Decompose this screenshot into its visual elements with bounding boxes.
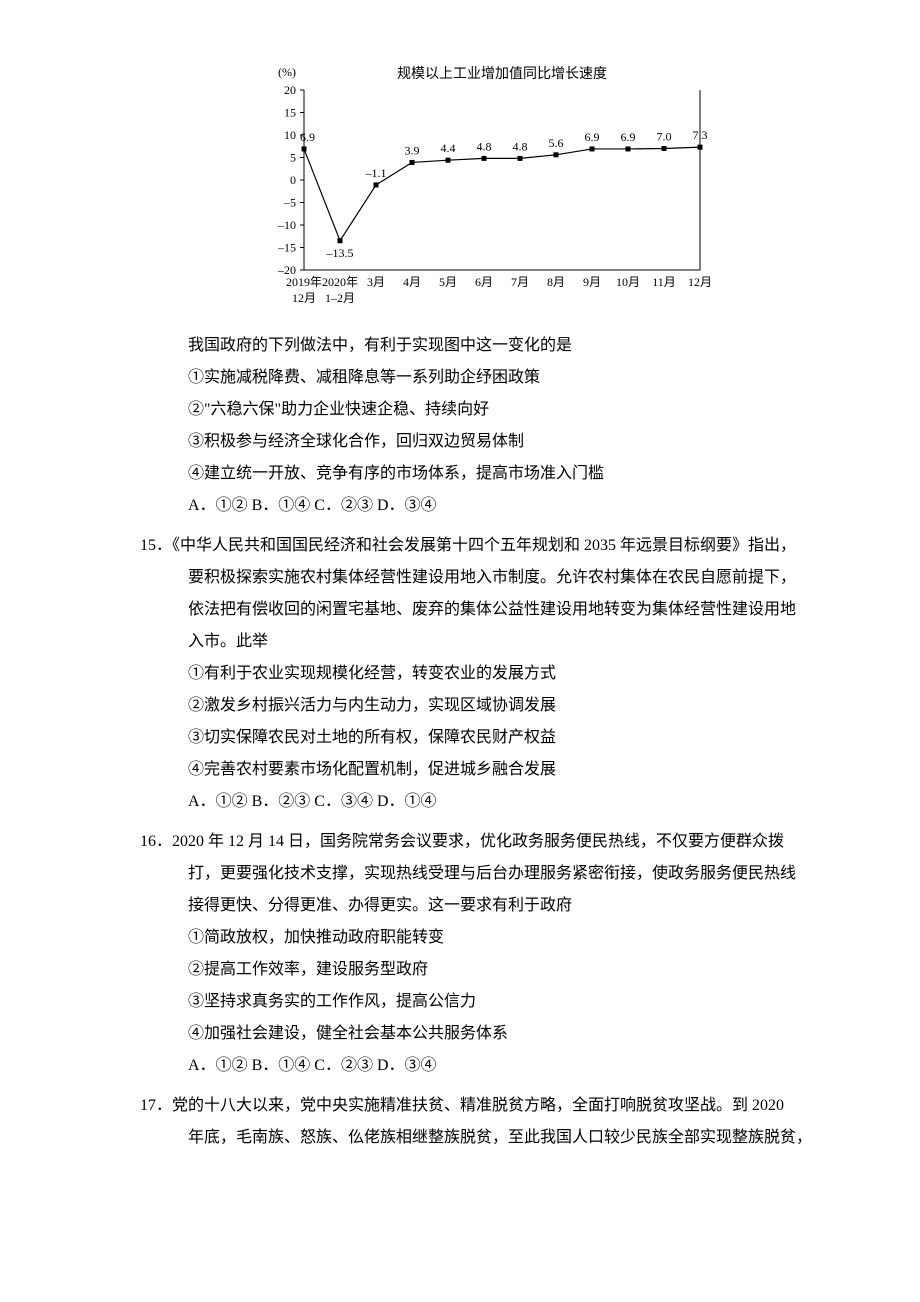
opt-c-label: C． — [314, 1057, 341, 1074]
q15-item-2: ②激发乡村振兴活力与内生动力，实现区域协调发展 — [188, 690, 820, 722]
svg-text:–1.1: –1.1 — [365, 166, 387, 180]
q15-opt-b: ②③ — [278, 793, 310, 810]
svg-text:9月: 9月 — [583, 275, 601, 289]
svg-text:(%): (%) — [278, 65, 296, 79]
q15-opt-c: ③④ — [341, 793, 373, 810]
q16-item-3: ③坚持求真务实的工作作风，提高公信力 — [188, 986, 820, 1018]
q15-num: 15． — [140, 537, 172, 554]
opt-b-label: B． — [252, 1057, 279, 1074]
q16-line1: 16．2020 年 12 月 14 日，国务院常务会议要求，优化政务服务便民热线… — [180, 826, 820, 858]
q14-opt-c: ②③ — [341, 497, 373, 514]
q14-item-2: ②"六稳六保"助力企业快速企稳、持续向好 — [188, 394, 820, 426]
svg-text:4月: 4月 — [403, 275, 421, 289]
svg-text:2020年: 2020年 — [322, 275, 358, 289]
question-15: 15．《中华人民共和国国民经济和社会发展第十四个五年规划和 2035 年远景目标… — [140, 530, 820, 818]
q14-item-3: ③积极参与经济全球化合作，回归双边贸易体制 — [188, 426, 820, 458]
svg-text:11月: 11月 — [652, 275, 676, 289]
q14-stem: 我国政府的下列做法中，有利于实现图中这一变化的是 — [188, 330, 820, 362]
q15-opt-d: ①④ — [405, 793, 437, 810]
q15-options: A．①② B．②③ C．③④ D．①④ — [188, 786, 820, 818]
svg-text:–5: –5 — [283, 196, 296, 210]
opt-c-label: C． — [314, 497, 341, 514]
q14-opt-d: ③④ — [405, 497, 437, 514]
q16-stem-1: 打，更要强化技术支撑，实现热线受理与后台办理服务紧密衔接，使政务服务便民热线 — [188, 858, 820, 890]
svg-text:2019年: 2019年 — [286, 275, 322, 289]
question-17: 17．党的十八大以来，党中央实施精准扶贫、精准脱贫方略，全面打响脱贫攻坚战。到 … — [140, 1090, 820, 1154]
opt-a-label: A． — [188, 1057, 216, 1074]
q16-opt-b: ①④ — [278, 1057, 310, 1074]
svg-text:–10: –10 — [277, 218, 296, 232]
chart-svg: (%)规模以上工业增加值同比增长速度20151050–5–10–15–206.9… — [250, 60, 710, 320]
q14-opt-a: ①② — [216, 497, 248, 514]
svg-text:5.6: 5.6 — [549, 136, 564, 150]
svg-text:4.8: 4.8 — [477, 139, 492, 153]
opt-d-label: D． — [377, 1057, 405, 1074]
svg-text:1–2月: 1–2月 — [325, 291, 355, 305]
svg-text:10月: 10月 — [616, 275, 640, 289]
q17-line1: 17．党的十八大以来，党中央实施精准扶贫、精准脱贫方略，全面打响脱贫攻坚战。到 … — [180, 1090, 820, 1122]
opt-b-label: B． — [252, 497, 279, 514]
svg-text:–15: –15 — [277, 241, 296, 255]
question-16: 16．2020 年 12 月 14 日，国务院常务会议要求，优化政务服务便民热线… — [140, 826, 820, 1082]
svg-text:12月: 12月 — [292, 291, 316, 305]
svg-text:8月: 8月 — [547, 275, 565, 289]
opt-a-label: A． — [188, 497, 216, 514]
svg-text:6.9: 6.9 — [300, 130, 315, 144]
q14-item-4: ④建立统一开放、竞争有序的市场体系，提高市场准入门槛 — [188, 458, 820, 490]
q15-opt-a: ①② — [216, 793, 248, 810]
q14-opt-b: ①④ — [278, 497, 310, 514]
q15-stem-3: 入市。此举 — [188, 626, 820, 658]
q15-line1: 15．《中华人民共和国国民经济和社会发展第十四个五年规划和 2035 年远景目标… — [180, 530, 820, 562]
q15-stem-2: 依法把有偿收回的闲置宅基地、废弃的集体公益性建设用地转变为集体经营性建设用地 — [188, 594, 820, 626]
q16-options: A．①② B．①④ C．②③ D．③④ — [188, 1050, 820, 1082]
svg-text:6.9: 6.9 — [585, 130, 600, 144]
q16-stem-0: 2020 年 12 月 14 日，国务院常务会议要求，优化政务服务便民热线，不仅… — [172, 833, 784, 850]
q16-opt-a: ①② — [216, 1057, 248, 1074]
q17-num: 17． — [140, 1097, 172, 1114]
svg-text:15: 15 — [284, 106, 296, 120]
opt-d-label: D． — [377, 497, 405, 514]
q16-opt-d: ③④ — [405, 1057, 437, 1074]
svg-text:4.8: 4.8 — [513, 139, 528, 153]
svg-text:10: 10 — [284, 128, 296, 142]
svg-text:12月: 12月 — [688, 275, 710, 289]
q17-stem-0: 党的十八大以来，党中央实施精准扶贫、精准脱贫方略，全面打响脱贫攻坚战。到 202… — [172, 1097, 784, 1114]
growth-chart: (%)规模以上工业增加值同比增长速度20151050–5–10–15–206.9… — [250, 60, 820, 320]
opt-d-label: D． — [377, 793, 405, 810]
svg-text:6月: 6月 — [475, 275, 493, 289]
svg-text:6.9: 6.9 — [621, 130, 636, 144]
opt-a-label: A． — [188, 793, 216, 810]
q15-item-1: ①有利于农业实现规模化经营，转变农业的发展方式 — [188, 658, 820, 690]
q15-item-3: ③切实保障农民对土地的所有权，保障农民财产权益 — [188, 722, 820, 754]
q16-item-1: ①简政放权，加快推动政府职能转变 — [188, 922, 820, 954]
svg-text:0: 0 — [290, 173, 296, 187]
q14-options: A．①② B．①④ C．②③ D．③④ — [188, 490, 820, 522]
svg-text:20: 20 — [284, 83, 296, 97]
svg-text:4.4: 4.4 — [441, 141, 456, 155]
q15-item-4: ④完善农村要素市场化配置机制，促进城乡融合发展 — [188, 754, 820, 786]
svg-text:5月: 5月 — [439, 275, 457, 289]
svg-text:7.0: 7.0 — [657, 130, 672, 144]
q16-item-4: ④加强社会建设，健全社会基本公共服务体系 — [188, 1018, 820, 1050]
svg-text:3.9: 3.9 — [405, 143, 420, 157]
svg-text:5: 5 — [290, 151, 296, 165]
svg-text:规模以上工业增加值同比增长速度: 规模以上工业增加值同比增长速度 — [397, 66, 607, 82]
q16-opt-c: ②③ — [341, 1057, 373, 1074]
q16-item-2: ②提高工作效率，建设服务型政府 — [188, 954, 820, 986]
q16-stem-2: 接得更快、分得更准、办得更实。这一要求有利于政府 — [188, 890, 820, 922]
opt-c-label: C． — [314, 793, 341, 810]
q15-stem-0: 《中华人民共和国国民经济和社会发展第十四个五年规划和 2035 年远景目标纲要》… — [172, 537, 796, 554]
q14-item-1: ①实施减税降费、减租降息等一系列助企纾困政策 — [188, 362, 820, 394]
svg-text:7.3: 7.3 — [693, 128, 708, 142]
svg-text:7月: 7月 — [511, 275, 529, 289]
svg-text:–13.5: –13.5 — [326, 246, 354, 260]
q15-stem-1: 要积极探索实施农村集体经营性建设用地入市制度。允许农村集体在农民自愿前提下， — [188, 562, 820, 594]
q16-num: 16． — [140, 833, 172, 850]
svg-text:3月: 3月 — [367, 275, 385, 289]
q17-stem-1: 年底，毛南族、怒族、仫佬族相继整族脱贫，至此我国人口较少民族全部实现整族脱贫， — [188, 1122, 820, 1154]
opt-b-label: B． — [252, 793, 279, 810]
